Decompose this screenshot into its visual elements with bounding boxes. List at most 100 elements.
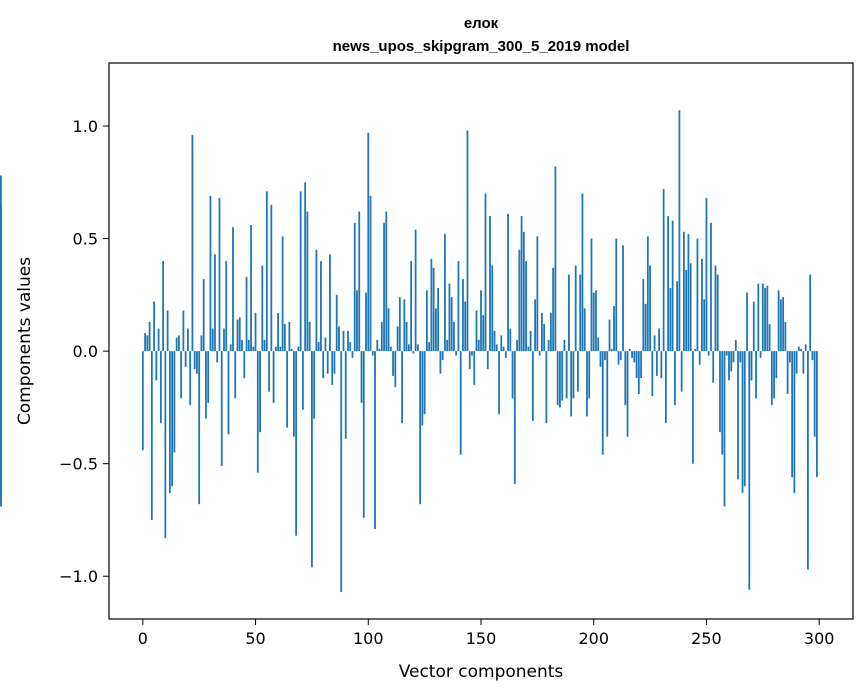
bar: [0, 204, 2, 352]
bar: [694, 348, 697, 352]
bar: [595, 290, 597, 352]
bar: [802, 351, 805, 374]
bar: [759, 351, 762, 358]
bar: [561, 351, 564, 401]
bar: [651, 351, 654, 397]
bar: [676, 281, 679, 352]
bar: [256, 351, 259, 473]
bar: [701, 258, 703, 352]
bar: [696, 238, 699, 352]
bar: [710, 222, 712, 352]
bar: [234, 351, 237, 399]
bar: [698, 351, 701, 365]
bar: [795, 351, 798, 374]
bar: [511, 351, 514, 399]
bar: [531, 351, 534, 421]
bar: [177, 335, 180, 352]
bar: [403, 299, 406, 352]
bar: [223, 328, 225, 352]
bar: [180, 351, 183, 399]
y-tick-label: −1.0: [59, 567, 98, 586]
bar: [581, 193, 584, 352]
bar: [673, 351, 676, 406]
bar: [491, 265, 494, 352]
bar: [468, 351, 471, 370]
bar: [432, 267, 435, 352]
bar: [457, 261, 460, 352]
bar: [261, 265, 264, 352]
bar: [617, 351, 620, 365]
bar: [333, 351, 336, 374]
bar: [678, 110, 681, 352]
bar: [599, 351, 602, 367]
bar: [484, 193, 487, 352]
y-tick-label: −0.5: [59, 455, 98, 474]
bar: [538, 351, 541, 356]
bar: [340, 351, 343, 592]
bar: [279, 346, 282, 352]
bar: [259, 351, 261, 433]
bar: [209, 195, 212, 352]
bar: [455, 351, 458, 356]
bar: [450, 297, 453, 352]
bar: [779, 299, 782, 352]
bar: [392, 351, 394, 376]
bar: [716, 274, 719, 352]
bar: [292, 351, 295, 437]
bar: [739, 351, 742, 363]
x-tick-label: 50: [245, 629, 265, 648]
bar: [369, 195, 372, 352]
bar: [549, 312, 552, 352]
bar: [613, 306, 615, 352]
bar: [153, 301, 155, 352]
bar: [265, 191, 268, 352]
bar: [619, 351, 622, 361]
bar: [0, 351, 2, 507]
bar: [782, 297, 785, 352]
bar: [236, 319, 239, 352]
bar: [430, 258, 433, 352]
bar: [297, 346, 300, 352]
bar: [775, 351, 778, 379]
bar: [398, 297, 401, 352]
bar: [748, 351, 751, 590]
bar: [322, 351, 325, 379]
bar: [525, 261, 527, 352]
x-tick-label: 100: [353, 629, 384, 648]
bar: [507, 213, 509, 352]
bar: [667, 216, 670, 352]
bar: [196, 351, 198, 374]
bar: [347, 330, 349, 352]
bar: [175, 337, 178, 352]
bar: [157, 328, 160, 352]
y-axis-ticks: −1.0 −0.5 0.0 0.5 1.0: [59, 117, 109, 586]
bar: [353, 222, 356, 352]
bar: [207, 351, 210, 403]
chart-subtitle: news_upos_skipgram_300_5_2019 model: [333, 38, 630, 55]
bar: [536, 236, 539, 352]
bar: [628, 348, 631, 352]
bar: [746, 292, 748, 352]
bar: [513, 351, 516, 484]
bar: [288, 321, 291, 352]
bar: [624, 351, 627, 406]
bar: [800, 348, 803, 352]
bar: [365, 292, 367, 352]
y-tick-label: 0.5: [73, 230, 98, 249]
bar: [586, 351, 588, 417]
bar: [707, 351, 710, 356]
bar: [313, 351, 316, 419]
bar: [583, 308, 586, 352]
bar: [166, 310, 169, 352]
bar: [171, 351, 174, 487]
bar: [725, 351, 728, 356]
bar: [723, 351, 726, 507]
bar: [162, 261, 165, 352]
bar: [658, 328, 661, 352]
bar: [241, 339, 243, 352]
bar: [712, 351, 715, 383]
bar: [448, 283, 451, 352]
bar: [335, 294, 338, 352]
bar: [416, 344, 419, 352]
bar: [205, 351, 207, 419]
